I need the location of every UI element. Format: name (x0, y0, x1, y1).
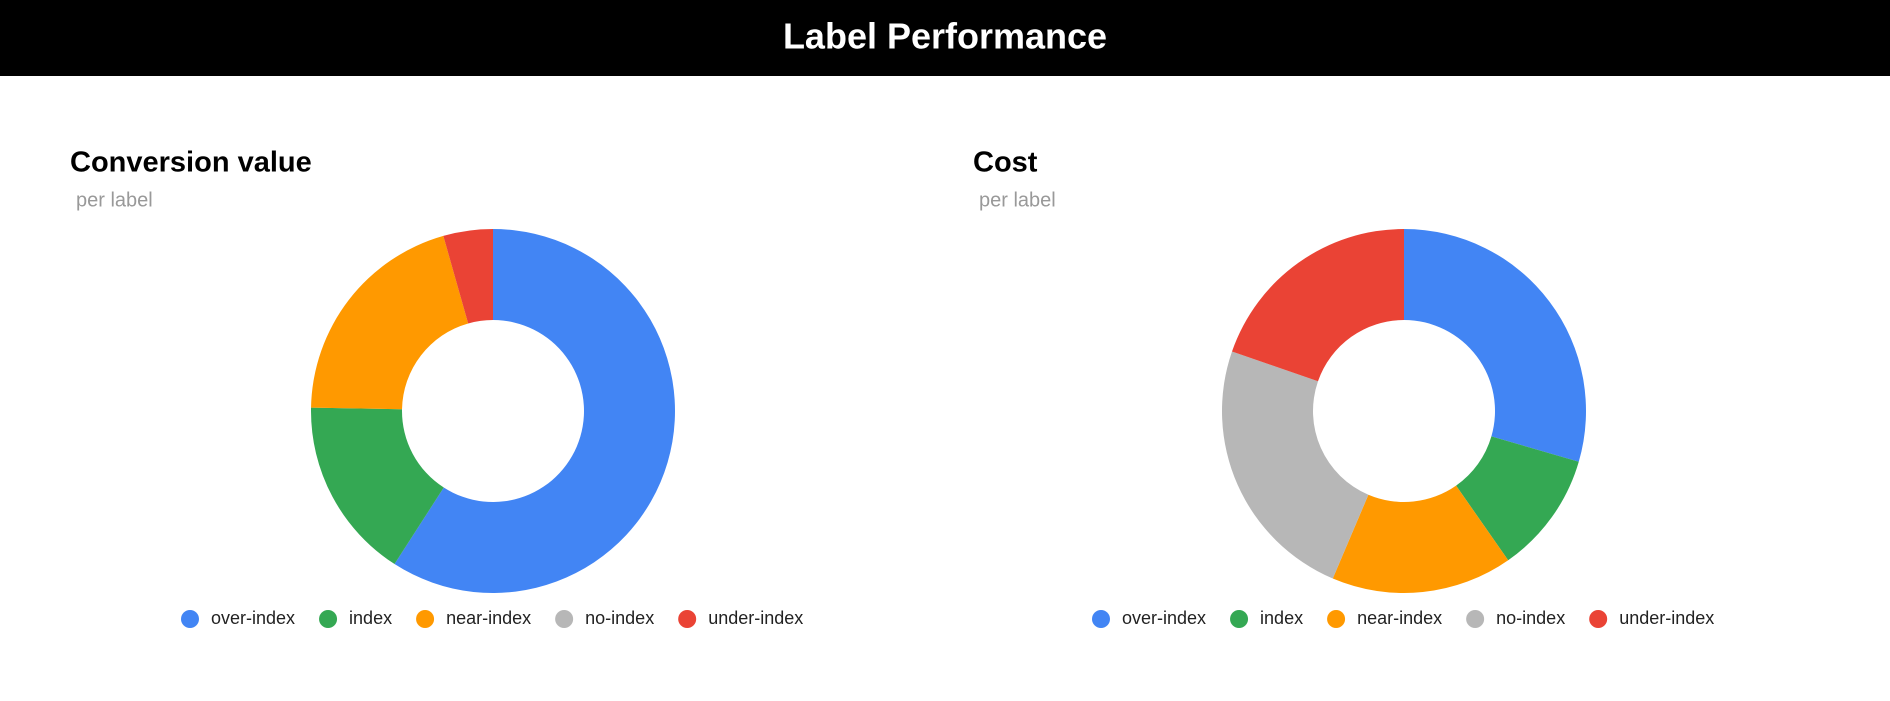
legend-label: near-index (1357, 608, 1442, 628)
page-title: Label Performance (783, 16, 1107, 57)
legend-marker (319, 610, 338, 628)
donut-slice (1222, 351, 1369, 579)
legend-label: no-index (1496, 608, 1565, 628)
donut-slice (1231, 229, 1404, 382)
legend-marker (555, 610, 574, 628)
chart-subtitle: per label (979, 189, 1056, 211)
donut-slice (443, 229, 493, 324)
legend-marker (1466, 610, 1485, 628)
legend-marker (416, 610, 435, 628)
legend-marker (181, 610, 199, 628)
chart-title: Cost (973, 147, 1038, 179)
legend-label: under-index (708, 608, 803, 628)
donut-slice (1456, 436, 1579, 561)
donut-slice (394, 229, 675, 593)
donut-slice (1332, 485, 1509, 593)
donut-slice (310, 407, 444, 565)
legend-label: under-index (1619, 608, 1714, 628)
legend-label: no-index (585, 608, 654, 628)
chart-title: Conversion value (70, 147, 312, 179)
header-bar (0, 0, 1890, 76)
donut-slice (311, 235, 469, 410)
chart-subtitle: per label (76, 189, 153, 211)
legend-label: index (1260, 608, 1303, 628)
legend-marker (1589, 610, 1608, 628)
legend-label: index (349, 608, 392, 628)
donut-slice (1404, 229, 1586, 462)
legend-label: over-index (211, 608, 295, 628)
legend-marker (1092, 610, 1110, 628)
legend-marker (678, 610, 697, 628)
legend-marker (1230, 610, 1249, 628)
legend-marker (1327, 610, 1346, 628)
legend-label: near-index (446, 608, 531, 628)
legend-label: over-index (1122, 608, 1206, 628)
